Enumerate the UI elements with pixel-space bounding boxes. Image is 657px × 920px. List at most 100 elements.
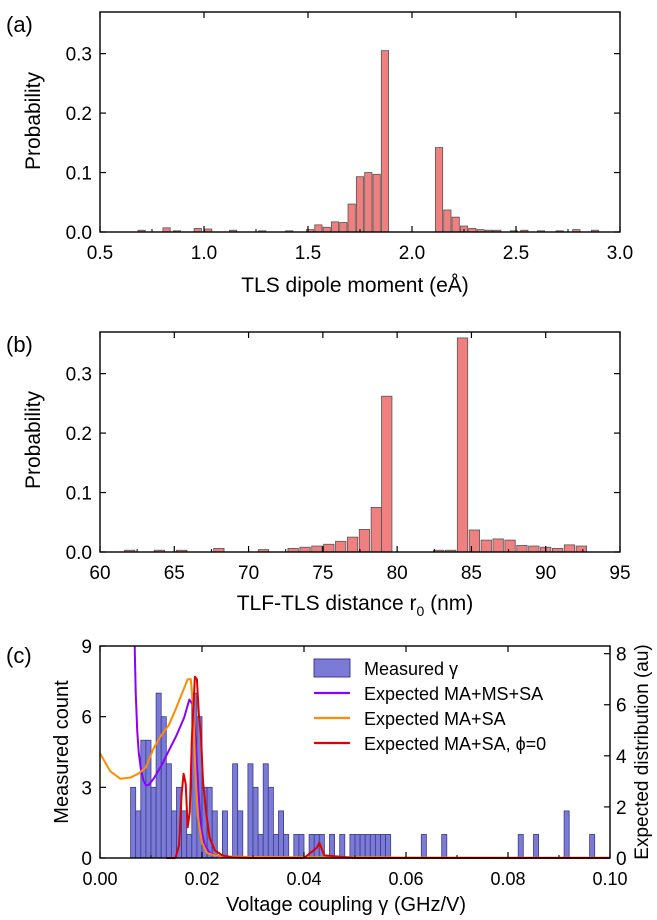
panel-b-xlabel: TLF-TLS distance r0 (nm) bbox=[237, 592, 474, 619]
histogram-bar bbox=[589, 834, 596, 859]
histogram-bar bbox=[533, 834, 539, 859]
histogram-bar bbox=[221, 810, 228, 859]
bar bbox=[456, 337, 469, 553]
histogram-bar bbox=[247, 763, 254, 859]
histogram-bar bbox=[420, 834, 427, 859]
histogram-bar bbox=[130, 786, 137, 859]
histogram-bar bbox=[364, 834, 371, 859]
y-tick-label: 9 bbox=[81, 637, 92, 658]
histogram-bar bbox=[359, 834, 366, 859]
panel-c-yticks: 0 3 6 9 bbox=[81, 637, 106, 870]
y-tick-label: 6 bbox=[81, 708, 92, 729]
panel-a-xlabel: TLS dipole moment (eÅ) bbox=[241, 274, 469, 297]
bar bbox=[381, 395, 393, 553]
legend-label-measured: Measured γ bbox=[364, 659, 458, 679]
bar bbox=[364, 172, 373, 233]
legend-swatch-measured bbox=[313, 658, 351, 678]
panel-b-ylabel: Probability bbox=[22, 390, 45, 489]
bar bbox=[323, 543, 335, 553]
histogram-bar bbox=[380, 834, 386, 859]
bar bbox=[370, 507, 382, 553]
legend-label-curve-ma-sa-phi0: Expected MA+SA, ϕ=0 bbox=[364, 734, 546, 754]
bar bbox=[322, 226, 331, 233]
histogram-bar bbox=[517, 834, 524, 859]
x-tick-label: 1.0 bbox=[191, 243, 217, 264]
histogram-bar bbox=[165, 763, 172, 859]
panel-c-xlabel: Voltage coupling γ (GHz/V) bbox=[226, 894, 466, 916]
y-right-tick-label: 8 bbox=[616, 645, 627, 666]
y-right-tick-label: 6 bbox=[616, 696, 627, 717]
y-tick-label: 0.3 bbox=[66, 365, 92, 386]
y-tick-label: 0.0 bbox=[66, 543, 92, 564]
x-tick-label: 2.0 bbox=[399, 243, 425, 264]
y-right-tick-label: 0 bbox=[616, 849, 627, 870]
y-tick-label: 0.1 bbox=[66, 164, 92, 185]
bar bbox=[335, 540, 347, 553]
histogram-bar bbox=[349, 834, 356, 859]
y-tick-label: 3 bbox=[81, 778, 92, 799]
x-tick-label: 0.00 bbox=[82, 869, 117, 889]
histogram-bar bbox=[252, 786, 259, 859]
panel-a-yticks: 0.0 0.1 0.2 0.3 bbox=[66, 45, 620, 244]
histogram-bar bbox=[272, 834, 279, 859]
bar bbox=[346, 536, 359, 553]
bar bbox=[575, 545, 587, 553]
bar bbox=[443, 209, 452, 233]
histogram-bar bbox=[155, 692, 162, 859]
panel-b-xticks: 60 65 70 75 80 85 90 95 bbox=[89, 332, 631, 584]
bar bbox=[516, 545, 528, 553]
x-tick-label: 70 bbox=[238, 563, 259, 584]
y-tick-label: 0 bbox=[81, 849, 92, 870]
y-tick-label: 0.3 bbox=[66, 45, 92, 66]
histogram-bar bbox=[150, 786, 157, 859]
panel-c-ylabel-right: Expected distribution (au) bbox=[632, 644, 653, 859]
panel-b-label: (b) bbox=[6, 332, 33, 357]
panel-c-yticks-right: 0 2 4 6 8 bbox=[604, 645, 627, 870]
histogram-bar bbox=[170, 810, 177, 859]
histogram-bar bbox=[369, 834, 376, 859]
histogram-bar bbox=[339, 834, 346, 859]
bar bbox=[355, 176, 365, 233]
bar bbox=[299, 546, 311, 553]
y-tick-label: 0.1 bbox=[66, 484, 92, 505]
x-tick-label: 95 bbox=[609, 563, 630, 584]
panel-a-ylabel: Probability bbox=[22, 71, 45, 170]
panel-c-ylabel: Measured count bbox=[51, 680, 73, 824]
histogram-bar bbox=[283, 834, 290, 859]
histogram-bar bbox=[186, 834, 193, 859]
x-tick-label: 0.5 bbox=[87, 243, 113, 264]
histogram-bar bbox=[232, 763, 239, 859]
bar bbox=[468, 529, 481, 553]
panel-c-legend: Measured γ Expected MA+MS+SA Expected MA+S… bbox=[313, 658, 546, 754]
x-tick-label: 80 bbox=[387, 563, 408, 584]
bar bbox=[480, 539, 492, 553]
panel-a-xticks: 0.5 1.0 1.5 2.0 2.5 3.0 bbox=[87, 12, 633, 264]
histogram-bar bbox=[278, 810, 284, 859]
panel-c-xticks: 0.00 0.02 0.04 0.06 0.08 0.10 bbox=[82, 646, 628, 889]
panel-b-bars bbox=[124, 337, 587, 553]
x-tick-label: 0.02 bbox=[184, 869, 219, 889]
legend-label-curve-ma-sa: Expected MA+SA bbox=[364, 709, 506, 729]
panel-a-bars bbox=[137, 50, 600, 233]
y-right-tick-label: 4 bbox=[616, 747, 627, 768]
histogram-bar bbox=[385, 834, 392, 859]
histogram-bar bbox=[140, 739, 147, 859]
x-tick-label: 0.08 bbox=[490, 869, 525, 889]
bar bbox=[380, 50, 390, 233]
bar bbox=[492, 538, 504, 553]
histogram-bar bbox=[441, 834, 448, 859]
histogram-bar bbox=[293, 834, 300, 859]
bar bbox=[339, 222, 348, 233]
histogram-bar bbox=[267, 786, 274, 859]
bar bbox=[314, 224, 323, 233]
panel-b-yticks: 0.0 0.1 0.2 0.3 bbox=[66, 365, 620, 564]
legend-label-curve-ma-ms-sa: Expected MA+MS+SA bbox=[364, 684, 543, 704]
histogram-bar bbox=[237, 810, 244, 859]
panel-b-frame bbox=[99, 331, 621, 553]
histogram-bar bbox=[135, 810, 142, 859]
x-tick-label: 0.04 bbox=[286, 869, 321, 889]
histogram-bar bbox=[262, 763, 269, 859]
histogram-bar bbox=[329, 834, 335, 859]
